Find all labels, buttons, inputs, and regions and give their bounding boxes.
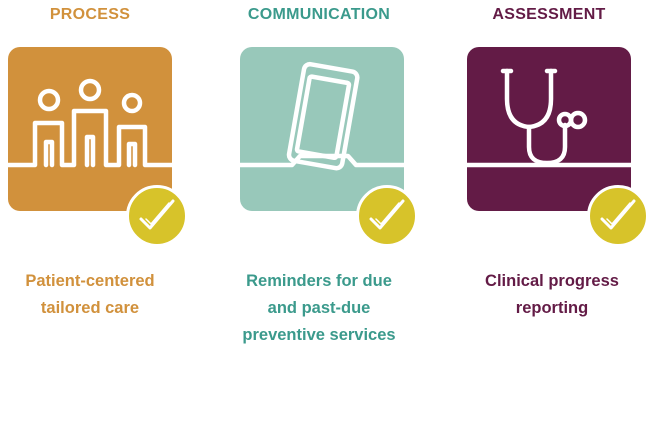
caption-line: Clinical progress [485, 272, 619, 290]
caption-line: tailored care [40, 299, 140, 317]
caption-line: reporting [515, 299, 589, 317]
check-badge [356, 185, 418, 247]
communication-caption: Reminders for due and past-due preventiv… [199, 268, 439, 349]
caption-line: and past-due [267, 299, 371, 317]
people-icon [8, 78, 172, 168]
stethoscope-icon [467, 68, 631, 168]
check-icon [369, 199, 405, 230]
assessment-title: ASSESSMENT [492, 6, 606, 23]
check-badge [126, 185, 188, 247]
check-icon [139, 199, 175, 230]
communication-tile [240, 47, 418, 247]
process-caption: Patient-centered tailored care [0, 268, 210, 322]
caption-line: preventive services [242, 326, 396, 344]
communication-title: COMMUNICATION [247, 6, 391, 23]
check-badge [587, 185, 649, 247]
check-icon [600, 199, 636, 230]
assessment-caption: Clinical progress reporting [432, 268, 660, 322]
process-tile [8, 47, 188, 247]
assessment-tile [467, 47, 649, 247]
mobile-phone-icon [240, 61, 404, 171]
caption-line: Patient-centered [25, 272, 155, 290]
process-title: PROCESS [49, 6, 131, 23]
caption-line: Reminders for due [246, 272, 392, 290]
